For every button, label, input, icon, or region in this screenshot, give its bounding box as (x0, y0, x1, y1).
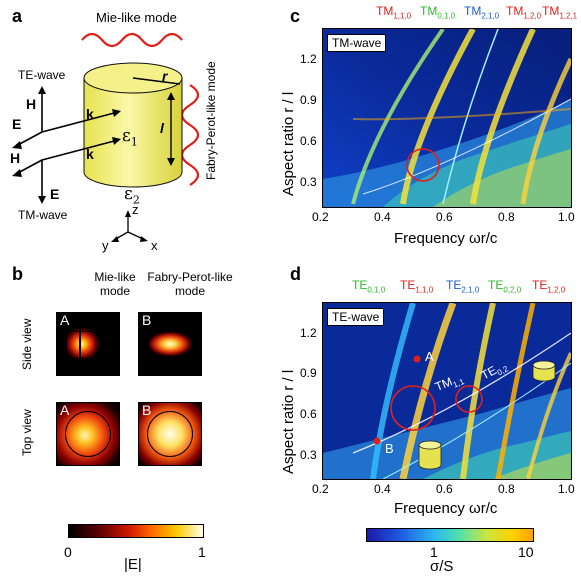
panel-c-label: c (290, 6, 301, 26)
c-ytick-1.2: 1.2 (300, 52, 317, 66)
c-ytick-0.3: 0.3 (300, 175, 317, 189)
radius-label: r (162, 68, 168, 84)
field-map-top-mie (56, 402, 120, 466)
h-field-label-2: H (10, 150, 21, 166)
mie-column-title: Mie-like mode (72, 270, 158, 298)
point-A-label: A (425, 349, 434, 364)
d-xlabel: Frequency ωr/c (394, 500, 498, 517)
field-map-top-fp (138, 402, 202, 466)
mode-label-te210: TE2,1,0 (446, 278, 480, 295)
fp-column-title-line-1: Fabry-Perot-like (147, 270, 233, 284)
axis-y-label: y (102, 238, 109, 253)
mode-label-tm010: TM0,1,0 (420, 4, 456, 21)
panel-b-label: b (12, 264, 23, 284)
cylinder-body (83, 77, 183, 188)
epsilon-2-label: ε2 (124, 184, 140, 206)
c-xtick-1.0: 1.0 (558, 210, 575, 224)
axis-x-label: x (151, 238, 158, 253)
d-ytick-0.3: 0.3 (300, 448, 317, 462)
mode-label-tm110: TM1,1,0 (376, 4, 412, 21)
fp-column-title-line-2: mode (174, 284, 206, 298)
panel-d-label: d (290, 264, 301, 284)
mie-mode-label: Mie-like mode (96, 10, 177, 25)
fp-mode-label: Fabry-Perot-like mode (204, 61, 218, 180)
mode-label-tm120: TM1,2,0 (506, 4, 542, 21)
panel-a-diagram (12, 32, 200, 242)
tm-wave-label: TM-wave (18, 208, 68, 222)
field-map-side-fp (138, 312, 202, 376)
d-xtick-0.8: 0.8 (498, 482, 515, 496)
panel-b: b Mie-like mode Fabry-Perot-like mode Si… (0, 262, 300, 579)
c-xtick-0.8: 0.8 (498, 210, 515, 224)
sigma-colorbar-tick-10: 10 (518, 544, 534, 560)
label-A-top: A (60, 402, 70, 418)
panel-a-label: a (12, 6, 23, 26)
field-colorbar-min: 0 (64, 544, 72, 560)
d-xtick-0.4: 0.4 (374, 482, 391, 496)
d-ytick-1.2: 1.2 (300, 326, 317, 340)
side-view-label: Side view (20, 318, 34, 370)
field-map-side-mie (56, 312, 120, 376)
top-view-label: Top view (20, 409, 34, 456)
d-xtick-0.6: 0.6 (436, 482, 453, 496)
c-ytick-0.6: 0.6 (300, 134, 317, 148)
mode-label-te110: TE1,1,0 (400, 278, 434, 295)
d-ylabel: Aspect ratio r / l (280, 369, 297, 474)
spectrum-map-te: TE-wave TM1,1 TE0,2 A B (322, 302, 572, 480)
c-xlabel: Frequency ωr/c (394, 230, 498, 247)
tm-wave-tag: TM-wave (327, 34, 387, 52)
c-xtick-0.2: 0.2 (312, 210, 329, 224)
mie-column-title-line-1: Mie-like (94, 270, 136, 284)
epsilon-2-symbol: ε (124, 184, 133, 204)
label-B-top: B (142, 402, 152, 418)
c-xtick-0.6: 0.6 (436, 210, 453, 224)
mie-wave (81, 32, 183, 48)
label-B-side: B (142, 312, 152, 328)
panel-c: c TM1,1,0 TM0,1,0 TM2,1,0 TM1,2,0 TM1,2,… (280, 0, 581, 262)
cylinder-icon-tall (418, 440, 442, 470)
epsilon-1-label: ε1 (122, 126, 138, 148)
epsilon-2-sub: 2 (132, 193, 140, 207)
field-colorbar-label: |E| (124, 556, 142, 573)
mode-label-te010: TE0,1,0 (352, 278, 386, 295)
cylinder-icon-short (532, 360, 556, 382)
label-A-side: A (60, 312, 70, 328)
field-colorbar-max: 1 (198, 544, 206, 560)
sigma-colorbar (366, 528, 534, 542)
sigma-colorbar-label: σ/S (430, 558, 454, 575)
mode-label-tm121: TM1,2,1 (542, 4, 578, 21)
spectrum-map-tm: TM-wave (322, 28, 572, 208)
point-B-label: B (385, 441, 394, 456)
sigma-colorbar-tick-1: 1 (430, 544, 438, 560)
k-vector-label-2: k (86, 146, 94, 162)
c-ylabel: Aspect ratio r / l (280, 91, 297, 196)
h-field-label-1: H (26, 96, 37, 112)
epsilon-1-sub: 1 (130, 135, 138, 149)
te-wave-tag: TE-wave (327, 308, 385, 326)
e-field-label-1: E (12, 116, 22, 132)
axis-z-label: z (132, 202, 139, 217)
fp-wave (180, 84, 200, 186)
fp-column-title: Fabry-Perot-like mode (120, 270, 260, 298)
length-label: l (160, 120, 164, 136)
mode-label-tm210: TM2,1,0 (464, 4, 500, 21)
mode-label-te020: TE0,2,0 (488, 278, 522, 295)
d-ytick-0.9: 0.9 (300, 366, 317, 380)
field-colorbar (68, 524, 204, 538)
mode-label-te120: TE1,2,0 (532, 278, 566, 295)
epsilon-1-symbol: ε (122, 126, 131, 146)
c-xtick-0.4: 0.4 (374, 210, 391, 224)
d-xtick-0.2: 0.2 (312, 482, 329, 496)
panel-d: d TE0,1,0 TE1,1,0 TE2,1,0 TE0,2,0 TE1,2,… (280, 262, 581, 579)
panel-a: a Mie-like mode (0, 0, 300, 260)
mie-column-title-line-2: mode (99, 284, 131, 298)
c-ytick-0.9: 0.9 (300, 93, 317, 107)
d-ytick-0.6: 0.6 (300, 407, 317, 421)
te-wave-label: TE-wave (18, 68, 66, 82)
k-vector-label-1: k (86, 106, 94, 122)
e-field-label-2: E (50, 186, 60, 202)
d-xtick-1.0: 1.0 (558, 482, 575, 496)
